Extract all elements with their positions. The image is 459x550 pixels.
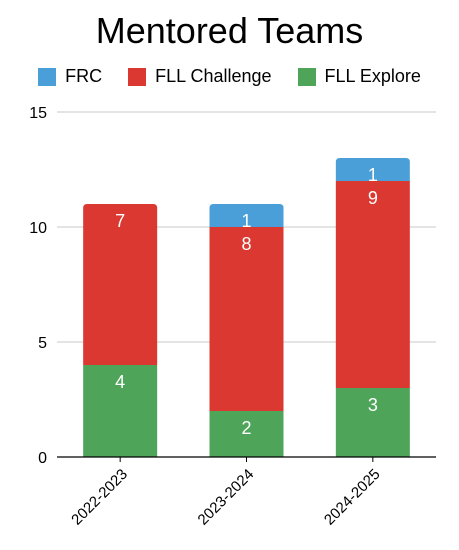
- x-tick-label: 2023-2024: [195, 466, 258, 529]
- legend-swatch-frc: [38, 67, 57, 86]
- data-label: 4: [115, 372, 125, 392]
- legend-label-fll-challenge: FLL Challenge: [155, 66, 272, 86]
- chart-legend: FRC FLL Challenge FLL Explore: [0, 66, 459, 87]
- data-label: 2: [241, 418, 251, 438]
- legend-label-fll-explore: FLL Explore: [324, 66, 421, 86]
- legend-label-frc: FRC: [65, 66, 103, 86]
- bar-segment: [83, 204, 158, 365]
- data-label: 9: [368, 188, 378, 208]
- data-label: 8: [241, 234, 251, 254]
- legend-item-fll-challenge: FLL Challenge: [128, 66, 272, 87]
- y-tick-label: 10: [29, 220, 47, 237]
- data-label: 3: [368, 395, 378, 415]
- x-tick-label: 2024-2025: [321, 466, 384, 529]
- legend-item-frc: FRC: [38, 66, 102, 87]
- legend-swatch-fll-challenge: [128, 67, 147, 86]
- bar-segment: [335, 158, 410, 181]
- data-label: 7: [115, 211, 125, 231]
- y-tick-label: 0: [38, 450, 47, 467]
- bar-segment: [83, 365, 158, 457]
- x-tick-label: 2022-2023: [68, 466, 131, 529]
- data-label: 1: [241, 211, 251, 231]
- legend-swatch-fll-explore: [297, 67, 316, 86]
- y-tick-label: 15: [29, 105, 47, 122]
- chart-title: Mentored Teams: [95, 10, 364, 51]
- bar-segment: [335, 388, 410, 457]
- bar-segment: [209, 411, 284, 457]
- bar-segment: [209, 204, 284, 227]
- data-label: 1: [368, 165, 378, 185]
- y-tick-label: 5: [38, 335, 47, 352]
- bar-segment: [209, 227, 284, 411]
- bar-segment: [335, 181, 410, 388]
- legend-item-fll-explore: FLL Explore: [297, 66, 421, 87]
